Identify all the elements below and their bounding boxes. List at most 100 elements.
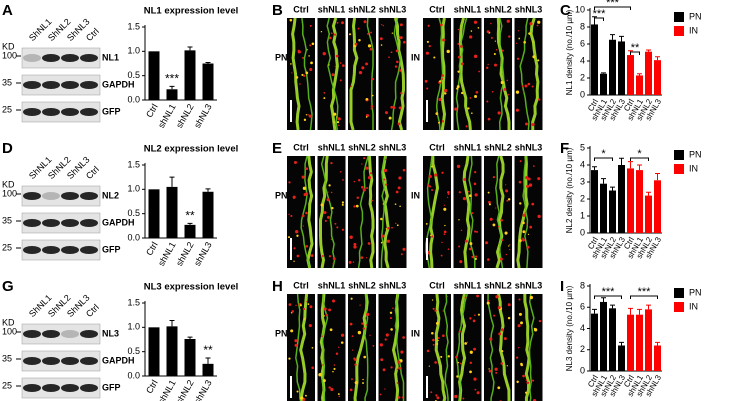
puncta xyxy=(323,211,327,214)
puncta xyxy=(458,219,460,221)
significance-bracket xyxy=(630,51,640,55)
bar xyxy=(166,186,178,238)
y-tick-label: 5 xyxy=(580,142,585,152)
puncta xyxy=(384,388,386,390)
puncta xyxy=(505,184,507,186)
puncta xyxy=(447,191,450,194)
puncta xyxy=(305,244,309,248)
puncta xyxy=(474,94,478,98)
puncta xyxy=(476,391,480,395)
puncta xyxy=(446,295,448,298)
column-label: shNL2 xyxy=(484,142,512,152)
puncta xyxy=(348,260,352,264)
marker-label: 100 xyxy=(2,326,17,336)
bar xyxy=(148,189,160,238)
significance-bracket xyxy=(630,295,658,299)
bar xyxy=(645,195,652,233)
puncta xyxy=(469,361,473,365)
puncta xyxy=(303,74,306,77)
puncta xyxy=(497,225,500,228)
puncta xyxy=(332,370,334,373)
puncta xyxy=(474,257,477,260)
puncta xyxy=(353,242,357,246)
puncta xyxy=(328,64,330,66)
puncta xyxy=(367,32,369,35)
puncta xyxy=(462,196,467,201)
puncta xyxy=(341,201,345,204)
dendrite xyxy=(320,155,336,269)
puncta xyxy=(432,307,435,310)
puncta xyxy=(294,339,298,343)
puncta xyxy=(521,85,524,88)
x-tick-label: shNL1 xyxy=(156,378,178,401)
error-bar xyxy=(169,320,175,327)
dendrite xyxy=(299,293,309,401)
group-label: PN xyxy=(275,190,288,200)
puncta xyxy=(330,387,334,392)
puncta xyxy=(389,317,392,320)
dendrite xyxy=(495,155,505,269)
error-bar xyxy=(637,308,642,315)
puncta xyxy=(531,379,535,382)
puncta xyxy=(300,396,304,400)
puncta xyxy=(473,54,478,59)
puncta xyxy=(287,236,291,239)
puncta xyxy=(398,176,402,180)
puncta xyxy=(434,361,437,364)
puncta xyxy=(369,334,371,337)
puncta xyxy=(435,112,439,115)
blot-row-label: GAPDH xyxy=(102,79,135,89)
puncta xyxy=(524,212,527,214)
y-axis-label: NL2 density (no./10 µm) xyxy=(565,147,574,233)
puncta xyxy=(527,177,531,181)
puncta xyxy=(506,19,510,23)
puncta xyxy=(532,55,536,59)
y-tick-label: 1.0 xyxy=(127,322,140,332)
puncta xyxy=(338,124,340,126)
puncta xyxy=(500,218,503,222)
puncta xyxy=(438,121,440,124)
puncta xyxy=(516,356,519,359)
panel-letter: E xyxy=(272,140,282,157)
puncta xyxy=(382,25,385,27)
blot-band xyxy=(80,330,98,338)
blot-band xyxy=(42,54,60,62)
significance: *** xyxy=(593,8,607,20)
puncta xyxy=(522,221,525,225)
puncta xyxy=(358,70,363,75)
puncta xyxy=(384,338,387,341)
dendrite xyxy=(497,293,511,401)
puncta xyxy=(328,255,332,258)
puncta xyxy=(434,173,438,177)
blot-band xyxy=(23,192,41,200)
puncta xyxy=(476,294,480,298)
puncta xyxy=(396,381,399,384)
puncta xyxy=(532,41,534,43)
blot-band xyxy=(42,384,60,392)
puncta xyxy=(290,214,293,217)
puncta xyxy=(475,90,479,94)
puncta xyxy=(397,396,401,399)
legend-label: IN xyxy=(689,163,698,173)
puncta xyxy=(524,84,528,88)
puncta xyxy=(355,204,359,208)
bar xyxy=(202,363,214,376)
marker-label: 100 xyxy=(2,188,17,198)
puncta xyxy=(303,118,307,121)
bar xyxy=(148,51,160,100)
puncta xyxy=(309,24,312,27)
marker-label: 25 xyxy=(2,104,12,114)
puncta xyxy=(350,297,353,300)
blot-band xyxy=(61,81,79,89)
puncta xyxy=(500,328,504,332)
lane-label: Ctrl xyxy=(84,302,101,319)
dendrite xyxy=(434,293,447,401)
puncta xyxy=(488,368,490,370)
puncta xyxy=(486,100,489,103)
puncta xyxy=(428,45,431,48)
puncta xyxy=(527,233,530,236)
puncta xyxy=(403,40,406,44)
puncta xyxy=(353,245,357,249)
puncta xyxy=(333,364,336,366)
blot-row-label: NL1 xyxy=(102,52,119,62)
